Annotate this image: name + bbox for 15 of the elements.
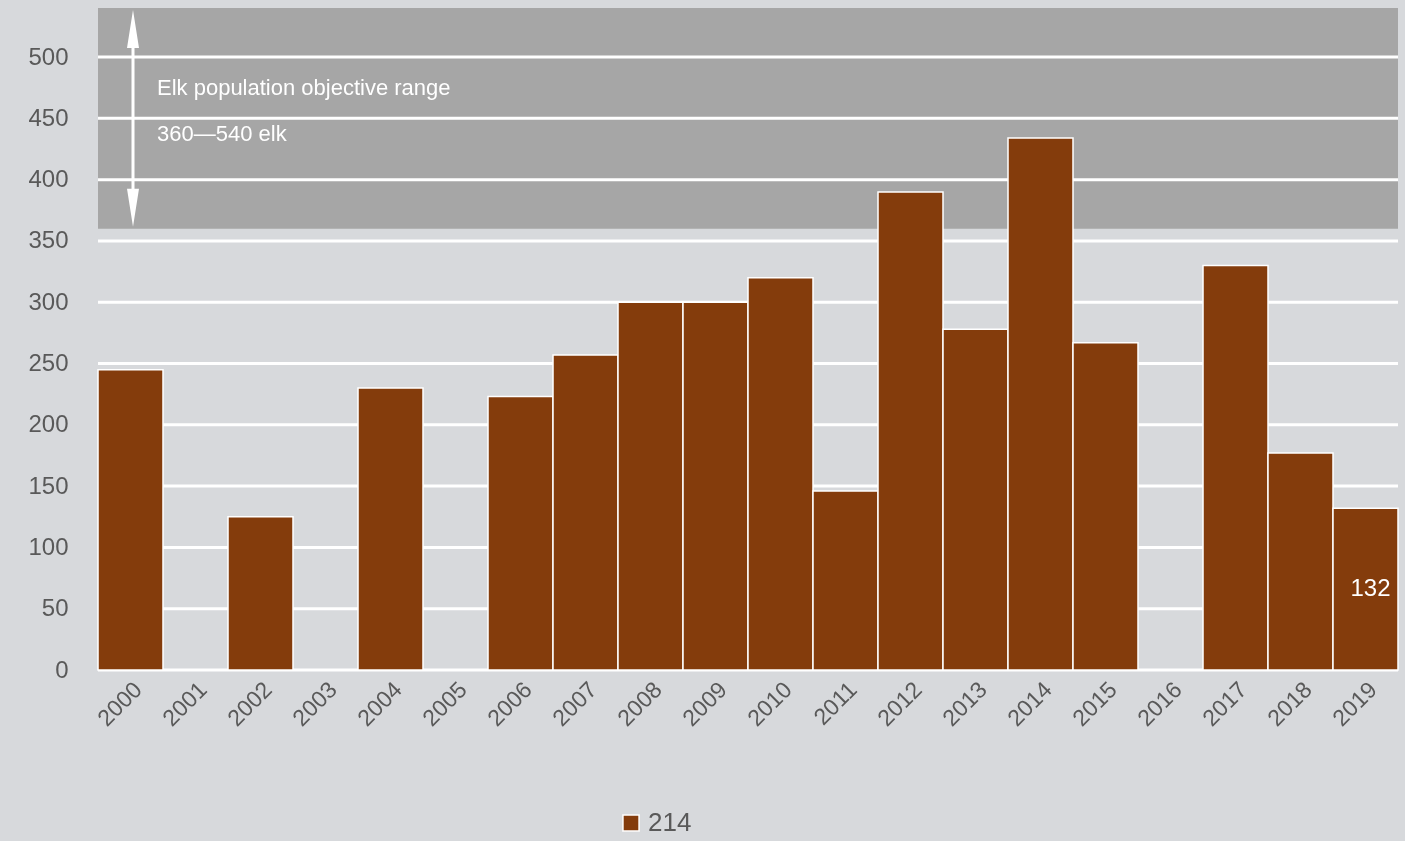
legend-label: 214 [648, 807, 692, 837]
y-tick-label: 50 [41, 594, 69, 622]
y-tick-label: 150 [28, 471, 69, 499]
y-tick-label: 0 [55, 655, 69, 683]
y-tick-label: 350 [28, 226, 69, 254]
y-tick-label: 450 [28, 103, 69, 131]
y-tick-label: 200 [28, 410, 69, 438]
y-tick-label: 400 [28, 165, 69, 193]
y-tick-label: 100 [28, 532, 69, 560]
annotation: 360—540 elk [157, 121, 288, 146]
y-tick-label: 300 [28, 287, 69, 315]
y-tick-label: 250 [28, 349, 69, 377]
y-tick-label: 500 [28, 42, 69, 70]
band-label: Elk population objective range [157, 75, 451, 100]
data-label: 132 [1350, 574, 1391, 602]
